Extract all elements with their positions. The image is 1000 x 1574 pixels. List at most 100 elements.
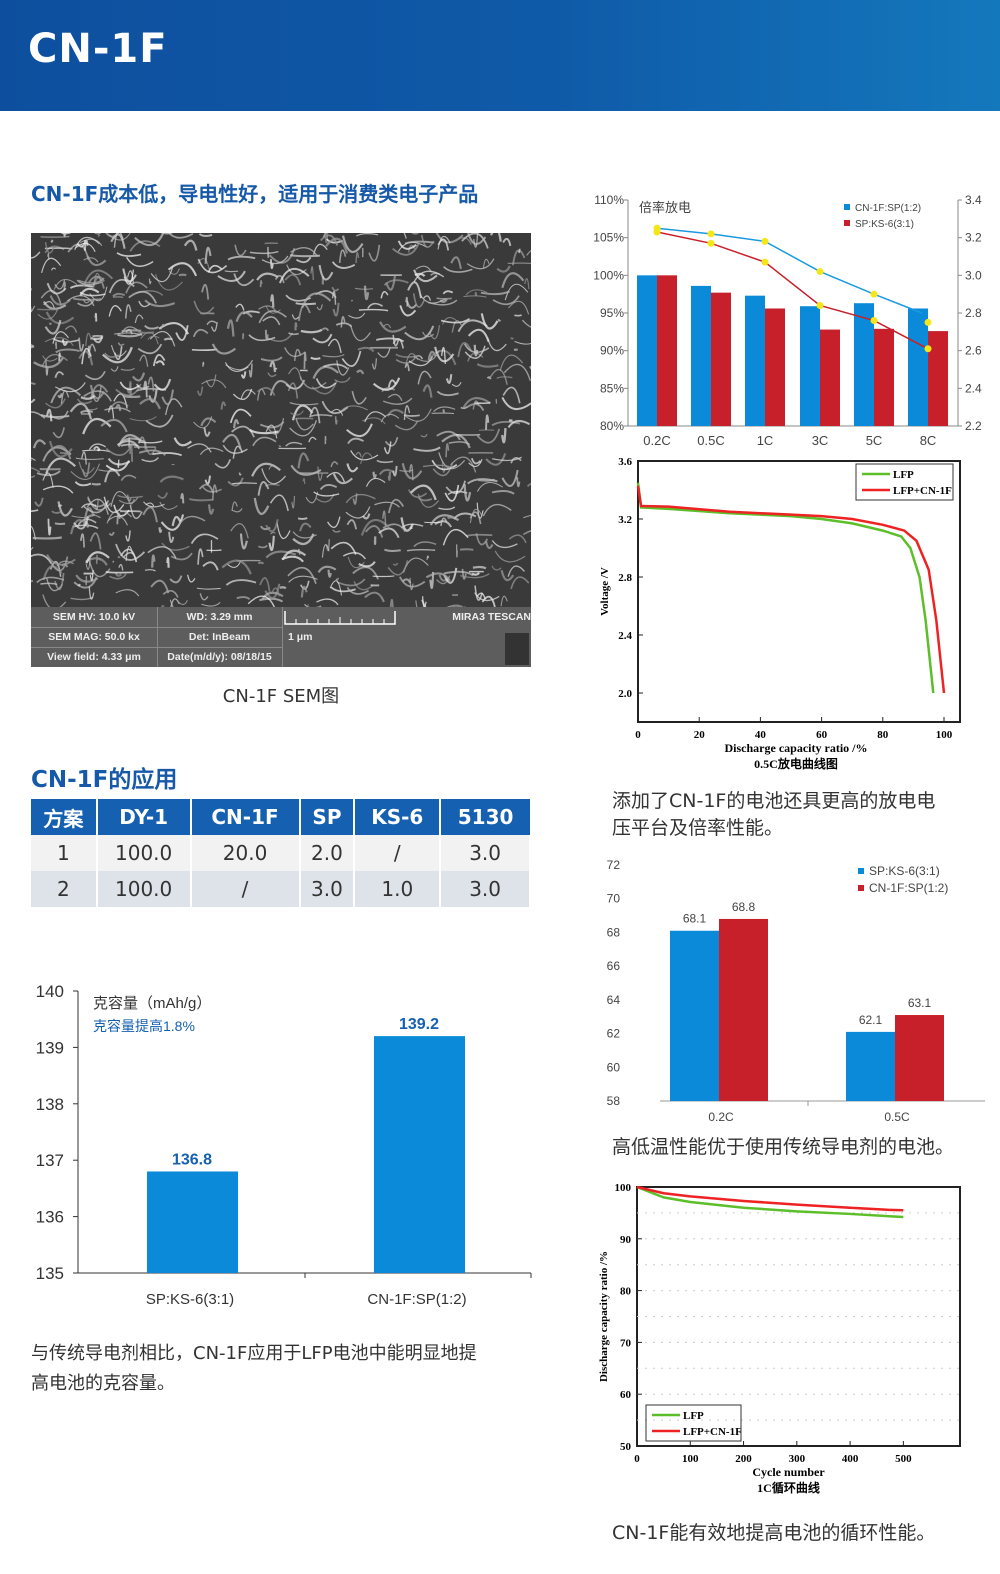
bar-cn1f bbox=[691, 285, 711, 426]
nanotube-strand bbox=[110, 491, 129, 507]
nanotube-strand bbox=[265, 550, 297, 559]
y2-tick-label: 2.4 bbox=[965, 381, 982, 395]
nanotube-strand bbox=[166, 557, 170, 568]
sem-field: View field: 4.33 μm bbox=[31, 647, 158, 667]
nanotube-strand bbox=[281, 549, 307, 561]
nanotube-strand bbox=[169, 575, 183, 584]
nanotube-strand bbox=[476, 592, 486, 600]
nanotube-strand bbox=[392, 242, 420, 256]
nanotube-strand bbox=[387, 379, 397, 388]
nanotube-strand bbox=[514, 314, 522, 317]
nanotube-strand bbox=[340, 316, 346, 328]
nanotube-strand bbox=[85, 557, 91, 570]
page-title: CN-1F bbox=[28, 26, 168, 72]
nanotube-strand bbox=[384, 436, 399, 447]
nanotube-strand bbox=[139, 354, 149, 367]
sem-brand: MIRA3 TESCAN bbox=[452, 611, 531, 623]
cell: 20.0 bbox=[190, 835, 301, 871]
nanotube-strand bbox=[392, 338, 404, 349]
nanotube-strand bbox=[460, 573, 490, 579]
nanotube-strand bbox=[290, 247, 319, 257]
y-axis-label: Discharge capacity ratio /% bbox=[598, 1251, 610, 1382]
nanotube-strand bbox=[85, 551, 110, 564]
nanotube-strand bbox=[412, 293, 425, 308]
nanotube-strand bbox=[269, 360, 277, 373]
bar bbox=[374, 1036, 465, 1273]
nanotube-strand bbox=[305, 491, 319, 504]
nanotube-strand bbox=[42, 594, 67, 607]
data-label: 68.8 bbox=[732, 900, 756, 914]
nanotube-strand bbox=[89, 532, 102, 550]
x-tick-label: 40 bbox=[755, 729, 767, 741]
nanotube-strand bbox=[443, 570, 474, 577]
nanotube-strand bbox=[75, 457, 104, 460]
nanotube-strand bbox=[399, 576, 426, 588]
sem-date: Date(m/d/y): 08/18/15 bbox=[157, 647, 283, 667]
nanotube-strand bbox=[321, 544, 330, 558]
y2-tick-label: 2.6 bbox=[965, 344, 982, 358]
nanotube-strand bbox=[196, 587, 221, 590]
nanotube-strand bbox=[47, 444, 72, 460]
nanotube-strand bbox=[341, 235, 364, 253]
nanotube-strand bbox=[76, 279, 102, 286]
line-point bbox=[924, 345, 932, 353]
nanotube-strand bbox=[256, 272, 279, 281]
nanotube-strand bbox=[81, 451, 87, 465]
nanotube-strand bbox=[338, 249, 347, 264]
nanotube-strand bbox=[93, 446, 101, 452]
nanotube-strand bbox=[42, 355, 58, 362]
nanotube-strand bbox=[480, 290, 510, 296]
nanotube-strand bbox=[233, 273, 255, 287]
nanotube-strand bbox=[145, 414, 174, 428]
nanotube-strand bbox=[261, 468, 287, 485]
nanotube-strand bbox=[257, 386, 276, 396]
nanotube-strand bbox=[232, 388, 253, 401]
nanotube-strand bbox=[79, 291, 106, 297]
legend-label: LFP+CN-1F bbox=[683, 1426, 742, 1438]
nanotube-strand bbox=[360, 452, 374, 464]
nanotube-strand bbox=[363, 285, 370, 301]
nanotube-strand bbox=[249, 428, 279, 435]
nanotube-strand bbox=[240, 389, 256, 399]
bar-cn1f bbox=[908, 308, 928, 426]
nanotube-strand bbox=[125, 256, 154, 267]
nanotube-strand bbox=[221, 559, 252, 575]
nanotube-strand bbox=[374, 501, 400, 508]
nanotube-strand bbox=[448, 441, 470, 446]
nanotube-strand bbox=[413, 270, 445, 283]
line-series bbox=[656, 227, 923, 314]
nanotube-strand bbox=[290, 254, 321, 258]
nanotube-strand bbox=[278, 445, 282, 448]
nanotube-strand bbox=[312, 333, 333, 344]
nanotube-strand bbox=[392, 562, 399, 566]
nanotube-strand bbox=[285, 441, 303, 447]
nanotube-strand bbox=[346, 586, 370, 595]
nanotube-strand bbox=[357, 346, 375, 353]
nanotube-strand bbox=[81, 347, 92, 365]
line-point bbox=[870, 290, 878, 298]
nanotube-strand bbox=[376, 459, 394, 464]
nanotube-strand bbox=[257, 561, 265, 565]
line-point bbox=[761, 258, 769, 266]
nanotube-strand bbox=[37, 309, 58, 320]
y-tick-label: 138 bbox=[36, 1095, 64, 1114]
nanotube-strand bbox=[440, 347, 446, 364]
nanotube-strand bbox=[197, 258, 228, 274]
nanotube-strand bbox=[189, 498, 213, 502]
nanotube-strand bbox=[183, 239, 198, 251]
nanotube-strand bbox=[259, 280, 263, 288]
nanotube-strand bbox=[124, 304, 132, 319]
line-point bbox=[707, 239, 715, 247]
y-tick-label: 110% bbox=[594, 193, 624, 207]
nanotube-strand bbox=[192, 328, 209, 338]
nanotube-strand bbox=[233, 419, 240, 429]
nanotube-strand bbox=[41, 257, 62, 274]
nanotube-strand bbox=[442, 317, 458, 325]
nanotube-strand bbox=[232, 445, 244, 459]
nanotube-strand bbox=[422, 331, 435, 338]
nanotube-strand bbox=[289, 420, 318, 437]
nanotube-strand bbox=[70, 463, 100, 480]
nanotube-strand bbox=[341, 350, 362, 367]
y-tick-label: 2.0 bbox=[618, 688, 632, 700]
x-tick-label: SP:KS-6(3:1) bbox=[146, 1291, 234, 1308]
